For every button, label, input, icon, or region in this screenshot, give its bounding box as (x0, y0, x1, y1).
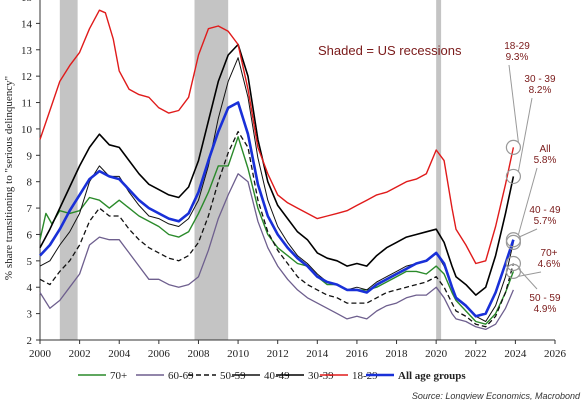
y-ticks: 2 3 4 5 6 7 8 9 10 11 12 13 14 15 (21, 0, 40, 347)
series (39, 9, 515, 331)
y-tick-label: 9 (27, 150, 33, 162)
x-tick-label: 2008 (187, 348, 210, 360)
legend-item-50-59: 50-59 (188, 370, 246, 382)
annotation-leader-line (517, 167, 538, 235)
legend-item-30-39: 30-39 (276, 370, 334, 382)
series-line-18-29 (39, 9, 515, 265)
annotation-70: 70+4.6% (518, 248, 561, 277)
recession-band-2 (436, 0, 442, 340)
y-tick-label: 6 (27, 229, 33, 241)
legend: 70+ 60-69 50-59 40-49 30-39 18-29 All age grou… (78, 370, 466, 382)
annotation-group-label: 50 - 59 (529, 293, 561, 304)
x-tick-label: 2024 (504, 348, 527, 360)
y-tick-label: 4 (27, 282, 33, 294)
x-tick-label: 2020 (425, 348, 448, 360)
annotation-group-label: 18-29 (504, 41, 530, 52)
y-tick-label: 12 (21, 71, 32, 83)
annotation-value-label: 4.6% (538, 259, 561, 270)
end-marker-30-39 (505, 168, 522, 185)
x-tick-label: 2002 (69, 348, 91, 360)
annotation-leader-line (518, 268, 538, 290)
legend-label: 30-39 (308, 370, 334, 382)
annotation-group-label: 40 - 49 (529, 205, 561, 216)
legend-item-all-age-groups: All age groups (366, 370, 466, 382)
x-tick-label: 2006 (148, 348, 171, 360)
x-tick-label: 2026 (544, 348, 567, 360)
annotation-50-59: 50 - 594.9% (518, 268, 561, 315)
annotation-value-label: 4.9% (534, 304, 557, 315)
y-tick-label: 8 (27, 177, 33, 189)
recession-note: Shaded = US recessions (318, 43, 462, 58)
end-marker-40-49 (505, 234, 522, 250)
annotation-leader-line (517, 97, 533, 172)
y-tick-label: 2 (27, 335, 33, 347)
annotation-group-label: 70+ (541, 248, 558, 259)
legend-label: 70+ (110, 370, 127, 382)
legend-label: 40-49 (264, 370, 290, 382)
x-tick-label: 2014 (306, 348, 329, 360)
y-tick-label: 3 (27, 309, 33, 321)
source-note: Source: Longview Economics, Macrobond (412, 391, 581, 400)
x-tick-label: 2022 (465, 348, 487, 360)
y-tick-label: 15 (21, 0, 33, 4)
series-line-30-39 (39, 43, 515, 296)
y-tick-label: 10 (21, 124, 33, 136)
annotation-18-29: 18-299.3% (504, 41, 530, 143)
annotation-value-label: 5.8% (534, 155, 557, 166)
series-line-60-69 (39, 173, 514, 331)
legend-label: 50-59 (220, 370, 246, 382)
y-tick-label: 14 (21, 18, 33, 30)
annotation-40-49: 40 - 495.7% (518, 205, 561, 238)
annotation-value-label: 9.3% (506, 52, 529, 63)
x-ticks: 2000 2002 2004 2006 2008 2010 2012 2014 2016 2018… (29, 340, 567, 360)
legend-item-70: 70+ (78, 370, 127, 382)
x-tick-label: 2012 (267, 348, 289, 360)
annotation-30-39: 30 - 398.2% (517, 74, 556, 172)
annotation-leader-line (518, 228, 538, 238)
annotation-value-label: 5.7% (534, 216, 557, 227)
series-line-70 (39, 136, 515, 325)
y-tick-label: 13 (21, 45, 33, 57)
legend-item-18-29: 18-29 (320, 370, 378, 382)
annotation-leader-line (508, 64, 519, 143)
x-tick-label: 2016 (346, 348, 369, 360)
y-tick-label: 11 (21, 98, 32, 110)
y-tick-label: 5 (27, 256, 33, 268)
end-marker-70 (505, 263, 522, 279)
x-tick-label: 2000 (29, 348, 52, 360)
end-markers (505, 139, 522, 279)
end-marker-50-59 (505, 255, 522, 272)
x-tick-label: 2018 (386, 348, 409, 360)
annotation-value-label: 8.2% (529, 85, 552, 96)
x-tick-label: 2010 (227, 348, 250, 360)
legend-label: 60-69 (168, 370, 194, 382)
y-axis-label: % share transitioning to "serious delinq… (3, 76, 15, 280)
legend-label: 18-29 (352, 370, 378, 382)
legend-item-60-69: 60-69 (136, 370, 194, 382)
legend-label: All age groups (398, 370, 466, 382)
series-line-40-49 (39, 57, 514, 322)
annotation-group-label: All (539, 144, 550, 155)
annotation-leader-line (518, 271, 542, 277)
end-marker-18-29 (505, 139, 522, 155)
series-line-50-59 (39, 130, 515, 328)
x-tick-label: 2004 (108, 348, 131, 360)
y-tick-label: 7 (27, 203, 33, 215)
legend-item-40-49: 40-49 (232, 370, 290, 382)
axes (39, 0, 555, 341)
series-line-all-age-groups (39, 101, 515, 318)
annotation-group-label: 30 - 39 (524, 74, 556, 85)
